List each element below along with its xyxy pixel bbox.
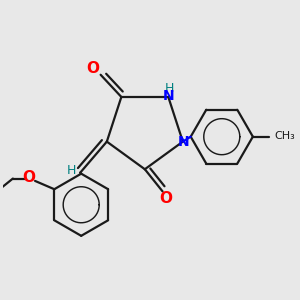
Text: N: N: [178, 135, 189, 148]
Text: O: O: [22, 170, 35, 185]
Text: N: N: [163, 89, 174, 103]
Text: H: H: [165, 82, 175, 95]
Text: CH₃: CH₃: [274, 131, 295, 141]
Text: O: O: [87, 61, 100, 76]
Text: H: H: [67, 164, 76, 177]
Text: O: O: [159, 191, 172, 206]
